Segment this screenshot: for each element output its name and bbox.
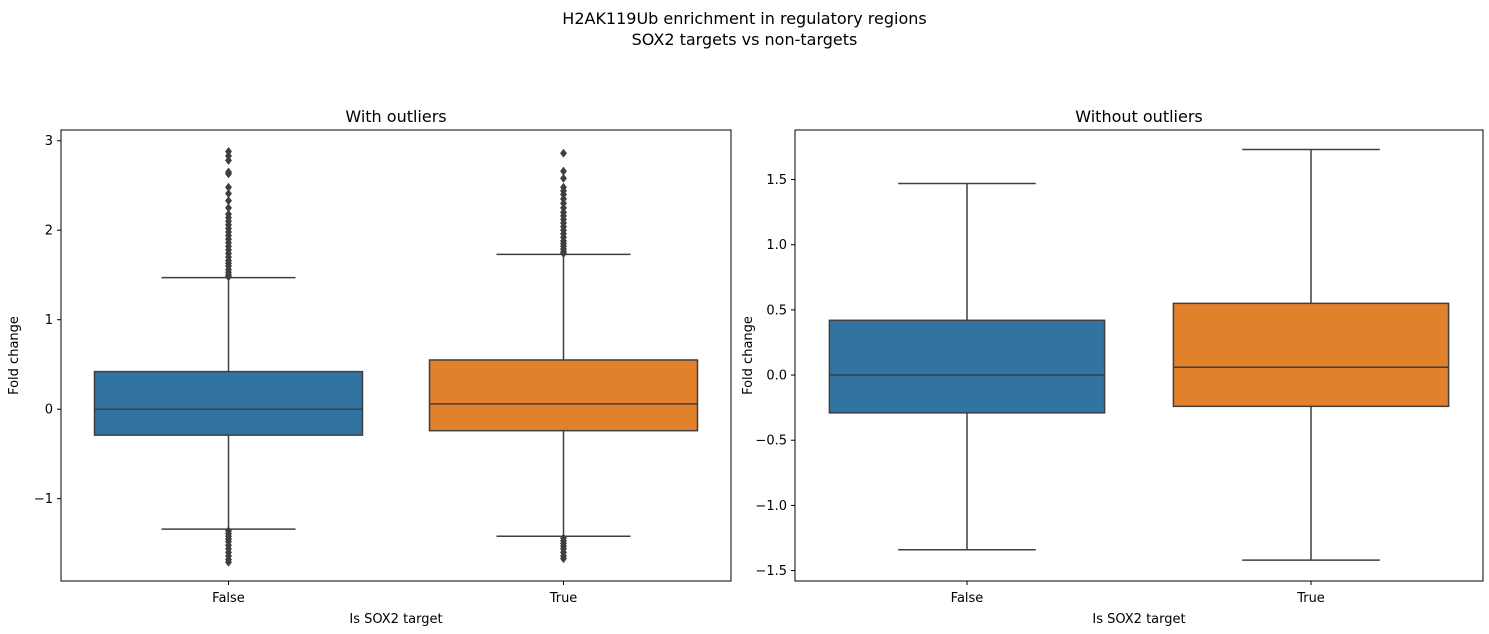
y-tick-label: −1: [34, 492, 53, 507]
iqr-box: [93, 370, 364, 436]
y-axis-label: Fold change: [7, 316, 22, 395]
y-tick-label: 1: [45, 313, 53, 328]
outlier-point: [224, 196, 233, 206]
iqr-box: [1172, 302, 1450, 408]
panel-title: With outliers: [345, 107, 446, 126]
y-tick-label: −1.5: [755, 564, 787, 579]
outlier-point: [559, 173, 568, 183]
x-tick-label: True: [1296, 591, 1325, 606]
box-false: [93, 146, 364, 567]
x-tick-label: False: [951, 591, 984, 606]
outlier-point: [224, 203, 233, 213]
x-axis-label: Is SOX2 target: [349, 612, 442, 627]
plot-frame: [60, 129, 732, 582]
y-tick-label: −1.0: [755, 499, 787, 514]
box-true: [428, 148, 699, 564]
y-axis-label: Fold change: [741, 316, 756, 395]
outlier-point: [224, 167, 233, 177]
plot-frame: [794, 129, 1484, 582]
outlier-point: [224, 209, 233, 219]
x-tick-label: True: [549, 591, 578, 606]
figure-title-line-1: H2AK119Ub enrichment in regulatory regio…: [562, 9, 927, 28]
outlier-point: [224, 182, 233, 192]
x-tick-label: False: [212, 591, 245, 606]
iqr-box: [828, 319, 1106, 414]
figure-title: H2AK119Ub enrichment in regulatory regio…: [0, 8, 1489, 50]
outlier-point: [559, 166, 568, 176]
outlier-point: [559, 554, 568, 564]
outlier-point: [224, 557, 233, 567]
y-tick-label: 1.0: [766, 238, 787, 253]
box-true: [1172, 148, 1450, 561]
y-tick-label: −0.5: [755, 434, 787, 449]
outlier-point: [224, 146, 233, 157]
y-tick-label: 3: [45, 134, 53, 149]
panel-2: −1.5 −1.0 −0.5 0.0 0.5 1.0 1.5 False True Is SOX2…: [741, 107, 1484, 627]
x-axis-label: Is SOX2 target: [1092, 612, 1185, 627]
panel-title: Without outliers: [1075, 107, 1202, 126]
y-tick-label: 0.5: [766, 303, 787, 318]
y-tick-label: 0: [45, 403, 53, 418]
y-tick-label: 0.0: [766, 369, 787, 384]
figure-title-line-2: SOX2 targets vs non-targets: [631, 30, 858, 49]
outlier-point: [224, 188, 233, 199]
outlier-point: [559, 148, 568, 158]
y-tick-label: 2: [45, 224, 53, 239]
outlier-point: [559, 182, 568, 192]
panel-1: −1 0 1 2 3 False True Is SOX2 target Fold change…: [7, 107, 732, 627]
box-false: [828, 182, 1106, 551]
iqr-box: [428, 359, 699, 432]
y-tick-label: 1.5: [766, 173, 787, 188]
